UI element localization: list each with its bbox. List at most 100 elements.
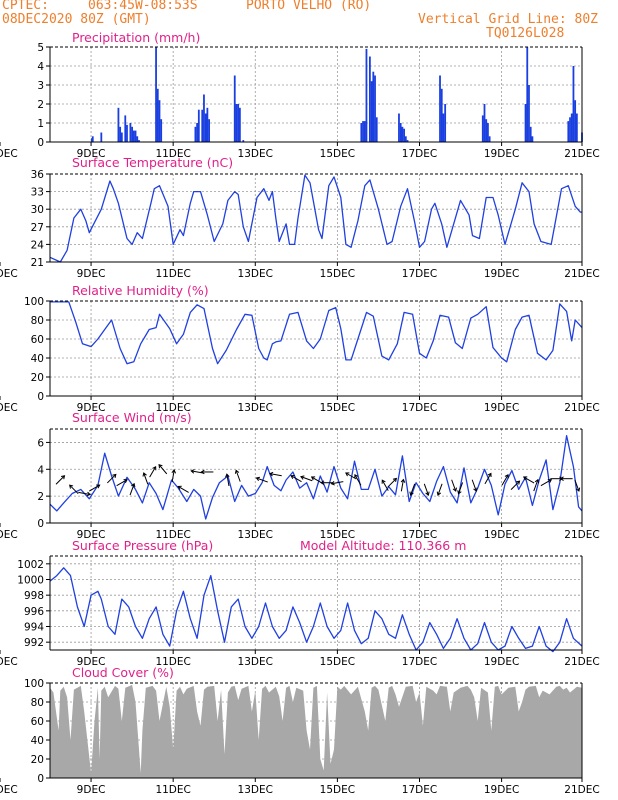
x-tick-label: 15DEC	[320, 148, 355, 160]
wind-arrow	[436, 483, 443, 496]
precip-bar	[404, 136, 407, 142]
wind-arrow	[171, 469, 177, 482]
y-tick-label: 100	[24, 678, 44, 690]
header-location: PORTO VELHO (RO)	[246, 0, 372, 13]
y-tick-label: 1000	[17, 575, 44, 587]
wind-arrow	[268, 471, 282, 477]
x-tick-label: 23DEC	[0, 148, 18, 160]
y-tick-label: 24	[31, 239, 45, 251]
x-tick-label: 13DEC	[238, 784, 273, 796]
x-tick-label: 9DEC	[77, 268, 106, 280]
x-tick-label: 21DEC	[564, 656, 599, 668]
precip-bar	[129, 123, 132, 142]
wind-arrow	[354, 474, 362, 486]
y-tick-label: 80	[31, 697, 44, 709]
y-tick-label: 6	[37, 437, 44, 449]
wind-arrow	[510, 480, 521, 490]
precip-bar	[487, 123, 489, 142]
x-tick-label: 19DEC	[484, 402, 519, 414]
precip-bar	[569, 117, 571, 142]
x-tick-label: 21DEC	[564, 529, 599, 541]
precip-bar	[370, 81, 373, 142]
precip-bar	[138, 140, 140, 142]
wind-arrow	[177, 485, 189, 493]
precip-bar	[100, 132, 103, 142]
wind-arrow	[78, 491, 92, 497]
x-tick-label: 9DEC	[77, 656, 106, 668]
precip-bar	[208, 119, 210, 142]
wind-arrow	[300, 475, 313, 482]
precip-bar	[206, 107, 209, 142]
x-tick-label: 15DEC	[320, 402, 355, 414]
precip-bar	[488, 136, 491, 142]
wind-arrow	[149, 465, 157, 478]
y-tick-label: 30	[31, 204, 44, 216]
cloud-title: Cloud Cover (%)	[72, 665, 174, 680]
wind-arrow	[471, 479, 478, 492]
precip-bar	[124, 115, 127, 142]
precip-bar	[442, 113, 445, 142]
precip-bar	[375, 117, 378, 142]
precip-bar	[398, 113, 400, 142]
precip-bar	[136, 136, 139, 142]
x-tick-label: 11DEC	[155, 268, 190, 280]
y-tick-label: 0	[37, 137, 44, 149]
precip-bar	[132, 130, 135, 142]
temperature-series-line	[49, 174, 582, 263]
wind-arrow	[55, 475, 66, 485]
x-tick-label: 13DEC	[238, 148, 273, 160]
wind-arrow	[409, 483, 416, 496]
x-tick-label: 11DEC	[155, 656, 190, 668]
precip-bar	[440, 88, 443, 142]
x-tick-label: 23DEC	[0, 784, 18, 796]
precip-bar	[362, 121, 364, 142]
header-run: 08DEC2020 80Z (GMT)	[2, 12, 151, 27]
wind-arrow	[387, 477, 398, 488]
header: CPTEC: 063:45W-08:53S PORTO VELHO (RO) 0…	[0, 0, 618, 44]
x-tick-label: 23DEC	[0, 529, 18, 541]
y-tick-label: 998	[24, 590, 44, 602]
wind-arrow	[225, 473, 230, 487]
x-tick-label: 11DEC	[155, 148, 190, 160]
y-tick-label: 0	[37, 391, 44, 403]
precip-panel: 0 1 2 3 4 5 9DEC 11DEC 13DEC 15DEC 17DEC 19DEC 21DEC…	[0, 30, 600, 160]
precip-bar	[444, 104, 447, 142]
header-model: TQ0126L028	[486, 26, 565, 41]
wind-arrow	[330, 481, 344, 486]
precip-bar	[401, 126, 404, 142]
precip-bar	[233, 75, 236, 142]
y-tick-label: 20	[31, 754, 44, 766]
y-tick-label: 4	[37, 464, 44, 476]
y-tick-label: 60	[31, 716, 44, 728]
x-tick-label: 23DEC	[0, 656, 18, 668]
x-tick-label: 13DEC	[238, 402, 273, 414]
precip-bar	[574, 100, 577, 142]
precip-bar	[156, 88, 159, 142]
x-tick-label: 11DEC	[155, 402, 190, 414]
precip-bar	[365, 48, 368, 142]
humidity-series-line	[50, 301, 583, 365]
x-tick-label: 11DEC	[155, 784, 190, 796]
y-tick-label: 80	[31, 315, 44, 327]
precip-bar	[238, 107, 241, 142]
header-grid: Vertical Grid Line: 80Z	[418, 12, 599, 27]
wind-arrow	[200, 469, 214, 475]
wind-arrow	[142, 472, 149, 485]
wind-title: Surface Wind (m/s)	[72, 410, 192, 425]
y-tick-label: 992	[24, 637, 44, 649]
wind-arrow	[400, 478, 406, 492]
precip-bar	[194, 126, 197, 142]
wind-arrow	[190, 469, 204, 474]
y-tick-label: 40	[31, 735, 44, 747]
pressure-panel: 992 994 996 998 1000 1002 9DEC 11DEC 13DEC 15DEC 1…	[0, 538, 600, 668]
header-source: CPTEC:	[2, 0, 49, 13]
y-tick-label: 3	[37, 80, 44, 92]
x-tick-label: 21DEC	[564, 784, 599, 796]
wind-arrow	[522, 476, 535, 484]
wind-arrow	[234, 469, 241, 482]
wind-arrow	[457, 482, 464, 495]
y-tick-label: 0	[37, 518, 44, 530]
temperature-title: Surface Temperature (nC)	[72, 155, 233, 170]
x-tick-label: 19DEC	[484, 656, 519, 668]
wind-panel: 0 2 4 6 9DEC 11DEC 13DEC 15DEC 17DEC 19DEC 21DEC 23…	[0, 410, 600, 541]
